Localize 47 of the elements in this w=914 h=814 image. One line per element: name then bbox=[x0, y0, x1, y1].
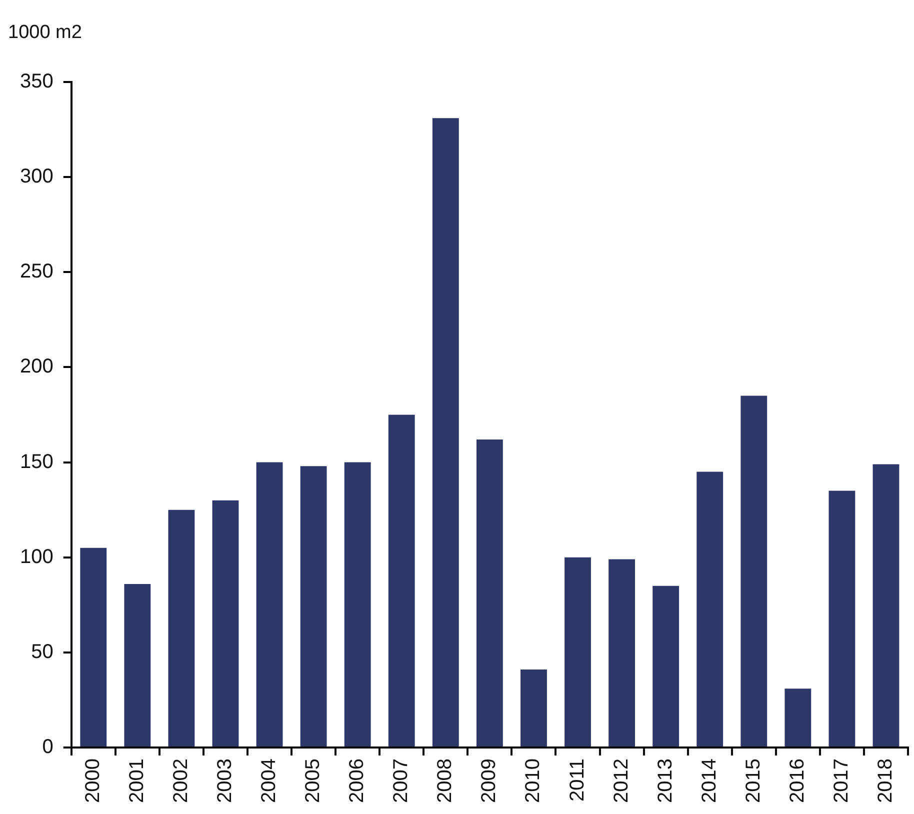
bar bbox=[300, 466, 327, 747]
bar bbox=[828, 490, 856, 747]
bar bbox=[564, 557, 591, 747]
x-tick-label: 2007 bbox=[390, 758, 412, 804]
x-tick-label: 2010 bbox=[522, 758, 544, 804]
y-tick-label: 250 bbox=[20, 260, 54, 283]
y-tick-label: 200 bbox=[20, 356, 54, 378]
x-tick-label: 2001 bbox=[126, 758, 148, 804]
y-tick-label: 0 bbox=[42, 736, 54, 758]
y-tick-label: 50 bbox=[31, 640, 54, 663]
y-tick-label: 350 bbox=[20, 70, 54, 93]
x-tick-label: 2000 bbox=[82, 758, 104, 804]
x-tick-label: 2005 bbox=[302, 758, 324, 804]
bar bbox=[124, 584, 151, 747]
x-tick-label: 2011 bbox=[566, 758, 588, 802]
x-tick-label: 2018 bbox=[874, 758, 896, 804]
y-tick-label: 300 bbox=[20, 166, 54, 188]
bar bbox=[476, 439, 503, 747]
y-tick-label: 100 bbox=[20, 546, 54, 568]
bar bbox=[256, 462, 283, 747]
bar bbox=[388, 414, 415, 747]
bar bbox=[212, 500, 239, 747]
x-tick-label: 2014 bbox=[698, 758, 720, 804]
x-tick-label: 2016 bbox=[786, 758, 808, 804]
bar bbox=[740, 396, 768, 747]
x-tick-label: 2002 bbox=[170, 758, 192, 804]
bar bbox=[432, 118, 459, 747]
x-tick-label: 2004 bbox=[258, 758, 280, 804]
y-tick-label: 150 bbox=[20, 450, 54, 473]
bar bbox=[696, 472, 724, 747]
bar bbox=[520, 670, 547, 747]
x-tick-label: 2006 bbox=[346, 758, 368, 804]
bar bbox=[784, 688, 812, 747]
bar bbox=[872, 464, 900, 747]
bar bbox=[652, 586, 680, 747]
bar bbox=[168, 510, 195, 747]
bar bbox=[80, 548, 107, 747]
bar bbox=[608, 559, 635, 747]
x-tick-label: 2012 bbox=[610, 758, 632, 804]
x-tick-label: 2003 bbox=[214, 758, 236, 804]
x-tick-label: 2013 bbox=[654, 758, 676, 804]
y-axis-title: 1000 m2 bbox=[8, 22, 82, 44]
x-tick-label: 2008 bbox=[434, 758, 456, 804]
x-tick-label: 2017 bbox=[830, 758, 852, 804]
x-tick-label: 2015 bbox=[742, 758, 764, 804]
x-tick-label: 2009 bbox=[478, 758, 500, 804]
bar bbox=[344, 462, 371, 747]
